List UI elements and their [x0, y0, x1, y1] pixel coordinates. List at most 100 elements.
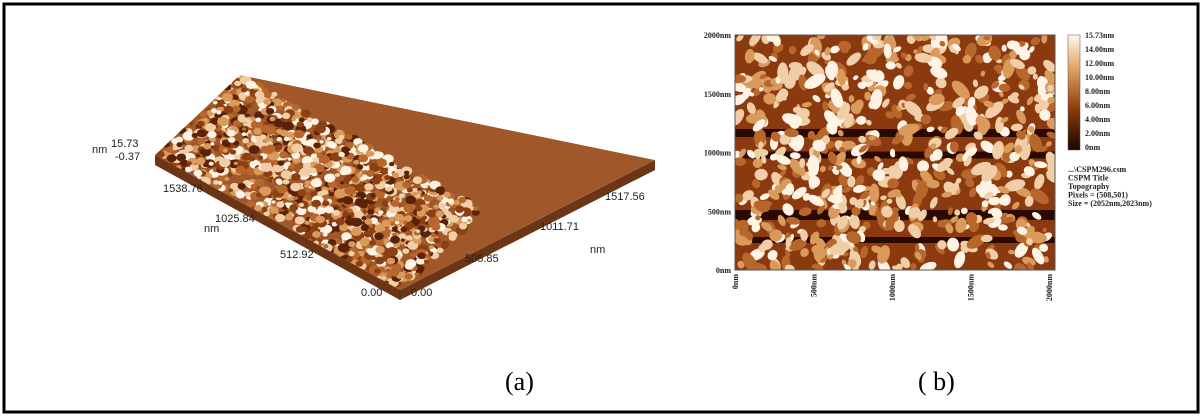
- grain: [338, 243, 350, 252]
- y-tick: 0nm: [716, 266, 731, 275]
- grain: [173, 146, 178, 150]
- grain: [288, 157, 292, 160]
- grain: [176, 142, 182, 147]
- grain: [370, 193, 375, 197]
- z-unit: nm: [92, 144, 107, 156]
- grain: [229, 189, 233, 192]
- grain: [384, 175, 390, 180]
- z-min: -0.37: [115, 151, 140, 163]
- grain: [271, 92, 277, 97]
- grain: [305, 221, 310, 225]
- grain: [323, 233, 328, 237]
- grain: [221, 127, 225, 130]
- grain: [869, 183, 879, 203]
- grain: [338, 152, 345, 157]
- grain: [246, 81, 256, 89]
- grain: [315, 216, 325, 224]
- x-tick: 1500nm: [967, 274, 976, 301]
- grain: [272, 135, 277, 139]
- y-tick: 1025.84: [215, 213, 255, 225]
- grain: [295, 216, 305, 224]
- grain: [279, 151, 288, 158]
- grain: [223, 106, 233, 114]
- grain: [270, 117, 276, 122]
- grain: [344, 186, 356, 195]
- grain: [209, 162, 214, 166]
- grain: [405, 215, 413, 221]
- grain: [324, 174, 335, 183]
- grain: [403, 203, 415, 212]
- grain: [260, 134, 267, 139]
- grain: [283, 179, 290, 184]
- grain: [176, 153, 186, 161]
- grain: [361, 216, 366, 220]
- grain: [311, 179, 322, 188]
- grain: [413, 176, 423, 184]
- y-tick: 0.00: [361, 287, 382, 299]
- grain: [377, 159, 388, 167]
- grain: [228, 137, 235, 143]
- grain: [439, 203, 446, 209]
- caption: (a): [505, 367, 534, 396]
- grain: [433, 249, 437, 253]
- grain: [299, 203, 304, 207]
- grain: [411, 253, 416, 257]
- grain: [192, 133, 198, 138]
- grain: [360, 202, 368, 208]
- grain: [433, 204, 439, 209]
- grain: [234, 81, 241, 87]
- grain: [271, 200, 275, 203]
- grain: [356, 261, 364, 267]
- grain: [433, 238, 440, 244]
- grain: [325, 206, 334, 213]
- colorbar-label: 14.00nm: [1085, 45, 1114, 54]
- grain: [385, 184, 389, 188]
- grain: [359, 193, 366, 199]
- y-tick: 1500nm: [704, 90, 731, 99]
- grain: [347, 215, 352, 219]
- grain: [277, 160, 284, 166]
- grain: [436, 195, 443, 201]
- grain: [301, 109, 311, 117]
- grain: [195, 157, 205, 165]
- grain: [351, 227, 362, 236]
- grain: [304, 184, 309, 188]
- grain: [356, 173, 363, 178]
- colorbar: [1068, 35, 1080, 150]
- grain: [375, 246, 384, 254]
- grain: [345, 134, 352, 140]
- grain: [321, 190, 328, 195]
- grain: [211, 108, 217, 113]
- grain: [213, 180, 219, 185]
- grain: [417, 190, 422, 194]
- grain: [375, 190, 381, 195]
- grain: [232, 105, 240, 112]
- x-tick: 500nm: [810, 274, 819, 297]
- grain: [417, 252, 425, 259]
- grain: [261, 125, 272, 134]
- grain: [255, 142, 260, 146]
- x-unit: nm: [590, 244, 605, 256]
- grain: [284, 137, 289, 141]
- grain: [223, 84, 231, 90]
- grain: [363, 230, 372, 237]
- grain: [330, 189, 334, 192]
- grain: [435, 211, 443, 218]
- grain: [351, 218, 363, 227]
- grain: [341, 166, 352, 175]
- grain: [242, 127, 247, 131]
- grain: [358, 154, 368, 162]
- grain: [294, 196, 299, 200]
- grain: [245, 96, 254, 103]
- grain: [260, 146, 269, 153]
- grain: [459, 223, 467, 230]
- grain: [277, 185, 288, 194]
- grain: [333, 207, 337, 210]
- y-tick: 512.92: [280, 249, 314, 261]
- grain: [391, 200, 400, 207]
- grain: [263, 99, 271, 105]
- grain: [415, 206, 422, 212]
- grain: [374, 268, 381, 273]
- grain: [223, 149, 228, 153]
- grain: [405, 196, 416, 205]
